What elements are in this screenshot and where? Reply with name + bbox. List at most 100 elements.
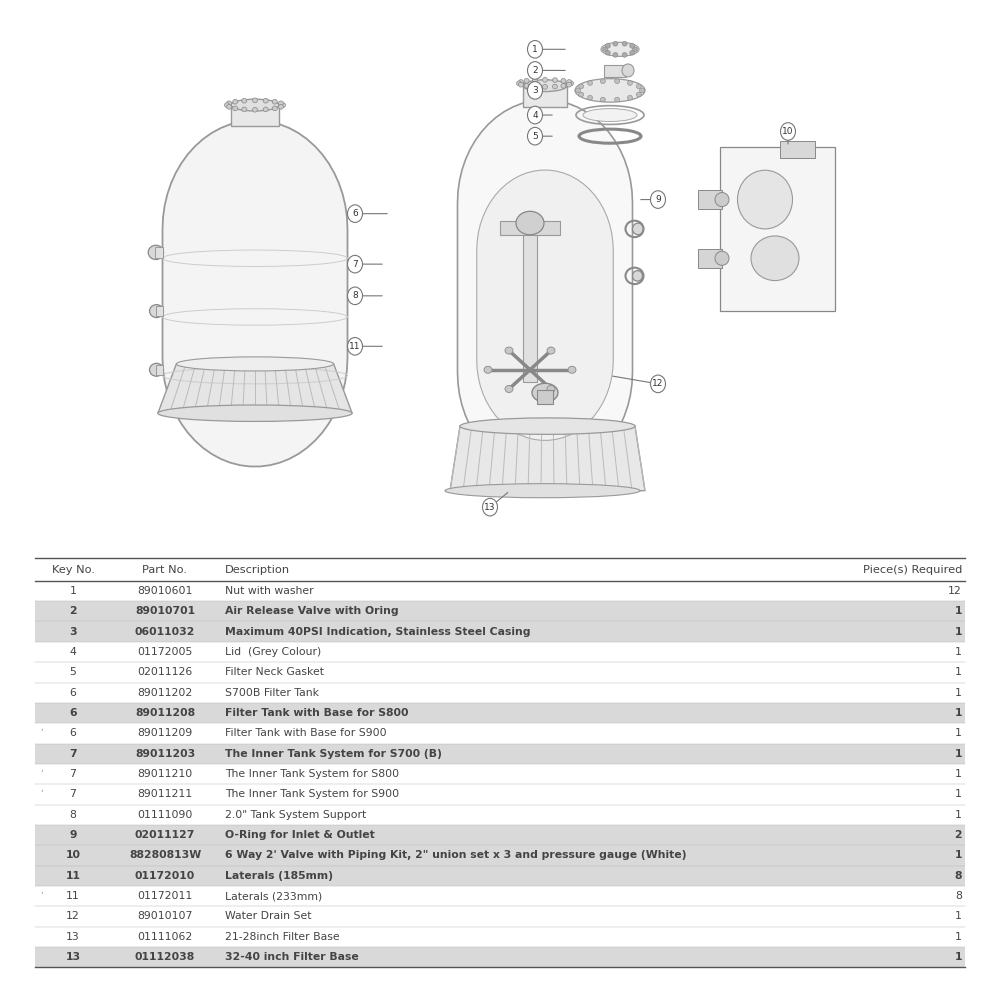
Text: 02011126: 02011126 bbox=[137, 667, 193, 677]
Ellipse shape bbox=[532, 383, 558, 402]
Ellipse shape bbox=[622, 53, 627, 57]
Text: 8: 8 bbox=[954, 871, 962, 881]
Text: 1: 1 bbox=[955, 932, 962, 942]
Text: 12: 12 bbox=[652, 379, 664, 388]
Text: The Inner Tank System for S900: The Inner Tank System for S900 bbox=[225, 789, 399, 799]
Bar bbox=[604, 65, 626, 77]
Text: 1: 1 bbox=[954, 627, 962, 637]
Bar bbox=[35, 845, 965, 866]
Text: 8: 8 bbox=[955, 891, 962, 901]
Text: 1: 1 bbox=[955, 769, 962, 779]
Text: 2.0" Tank System Support: 2.0" Tank System Support bbox=[225, 810, 366, 820]
Bar bbox=[35, 947, 965, 967]
Text: 6: 6 bbox=[69, 708, 77, 718]
Ellipse shape bbox=[516, 81, 522, 86]
Text: 6: 6 bbox=[70, 688, 76, 698]
Bar bbox=[698, 190, 722, 209]
Text: 3: 3 bbox=[532, 86, 538, 95]
Ellipse shape bbox=[542, 77, 548, 82]
Ellipse shape bbox=[622, 64, 634, 77]
Ellipse shape bbox=[579, 92, 584, 97]
Text: Laterals (233mm): Laterals (233mm) bbox=[225, 891, 322, 901]
Text: Filter Tank with Base for S900: Filter Tank with Base for S900 bbox=[225, 728, 387, 738]
Bar bbox=[35, 621, 965, 642]
Ellipse shape bbox=[568, 366, 576, 373]
Ellipse shape bbox=[252, 98, 258, 103]
Ellipse shape bbox=[627, 81, 632, 85]
Text: 7: 7 bbox=[70, 769, 76, 779]
Text: Piece(s) Required: Piece(s) Required bbox=[863, 565, 962, 575]
Text: 10: 10 bbox=[66, 850, 80, 860]
Ellipse shape bbox=[636, 84, 641, 89]
Text: 01111062: 01111062 bbox=[137, 932, 193, 942]
Ellipse shape bbox=[233, 106, 238, 111]
Text: 3: 3 bbox=[69, 627, 77, 637]
Text: S700B Filter Tank: S700B Filter Tank bbox=[225, 688, 319, 698]
Bar bbox=[537, 390, 553, 404]
Bar bbox=[720, 147, 835, 311]
Text: 6 Way 2' Valve with Piping Kit, 2" union set x 3 and pressure gauge (White): 6 Way 2' Valve with Piping Kit, 2" union… bbox=[225, 850, 686, 860]
Text: 7: 7 bbox=[69, 749, 77, 759]
Ellipse shape bbox=[280, 103, 286, 107]
Ellipse shape bbox=[242, 107, 247, 112]
Ellipse shape bbox=[567, 82, 572, 87]
Bar bbox=[698, 249, 722, 268]
Polygon shape bbox=[158, 364, 352, 413]
Ellipse shape bbox=[460, 418, 635, 434]
PathPatch shape bbox=[162, 120, 348, 466]
Text: Water Drain Set: Water Drain Set bbox=[225, 911, 312, 921]
Ellipse shape bbox=[278, 101, 283, 106]
Circle shape bbox=[650, 191, 666, 208]
Text: 8: 8 bbox=[70, 810, 76, 820]
Ellipse shape bbox=[633, 271, 642, 281]
Ellipse shape bbox=[615, 97, 620, 102]
Text: 01172011: 01172011 bbox=[137, 891, 193, 901]
Ellipse shape bbox=[176, 357, 334, 371]
Ellipse shape bbox=[484, 366, 492, 373]
Ellipse shape bbox=[561, 79, 566, 83]
Text: Lid  (Grey Colour): Lid (Grey Colour) bbox=[225, 647, 321, 657]
Ellipse shape bbox=[633, 47, 638, 52]
Ellipse shape bbox=[242, 98, 247, 103]
Text: 1: 1 bbox=[955, 810, 962, 820]
Text: 4: 4 bbox=[70, 647, 76, 657]
Text: 7: 7 bbox=[352, 260, 358, 269]
Ellipse shape bbox=[524, 83, 529, 88]
Bar bbox=[780, 141, 815, 158]
Ellipse shape bbox=[605, 50, 610, 55]
Ellipse shape bbox=[547, 347, 555, 354]
Ellipse shape bbox=[272, 99, 277, 104]
Text: 13: 13 bbox=[65, 952, 81, 962]
Text: Laterals (185mm): Laterals (185mm) bbox=[225, 871, 333, 881]
Text: Nut with washer: Nut with washer bbox=[225, 586, 314, 596]
Ellipse shape bbox=[602, 47, 608, 52]
Bar bbox=[35, 866, 965, 886]
Text: 1: 1 bbox=[532, 45, 538, 54]
Ellipse shape bbox=[552, 78, 557, 82]
Text: Description: Description bbox=[225, 565, 290, 575]
Bar bbox=[35, 601, 965, 621]
Text: 1: 1 bbox=[955, 789, 962, 799]
Text: 12: 12 bbox=[66, 911, 80, 921]
Bar bbox=[35, 825, 965, 845]
Text: 2: 2 bbox=[954, 830, 962, 840]
Text: 6: 6 bbox=[352, 209, 358, 218]
Text: 01112038: 01112038 bbox=[135, 952, 195, 962]
Bar bbox=[35, 744, 965, 764]
Bar bbox=[523, 83, 567, 107]
Ellipse shape bbox=[567, 80, 572, 84]
Text: 9: 9 bbox=[69, 830, 77, 840]
Text: 10: 10 bbox=[782, 127, 794, 136]
Text: 32-40 inch Filter Base: 32-40 inch Filter Base bbox=[225, 952, 359, 962]
Text: ,: , bbox=[40, 723, 43, 732]
Text: ,: , bbox=[40, 784, 43, 793]
Text: 06011032: 06011032 bbox=[135, 627, 195, 637]
Text: 1: 1 bbox=[955, 647, 962, 657]
Circle shape bbox=[528, 62, 542, 79]
Text: 89011210: 89011210 bbox=[137, 769, 193, 779]
Ellipse shape bbox=[231, 99, 279, 111]
Text: 9: 9 bbox=[655, 195, 661, 204]
Text: Key No.: Key No. bbox=[52, 565, 94, 575]
Ellipse shape bbox=[518, 82, 523, 87]
Ellipse shape bbox=[524, 79, 529, 83]
